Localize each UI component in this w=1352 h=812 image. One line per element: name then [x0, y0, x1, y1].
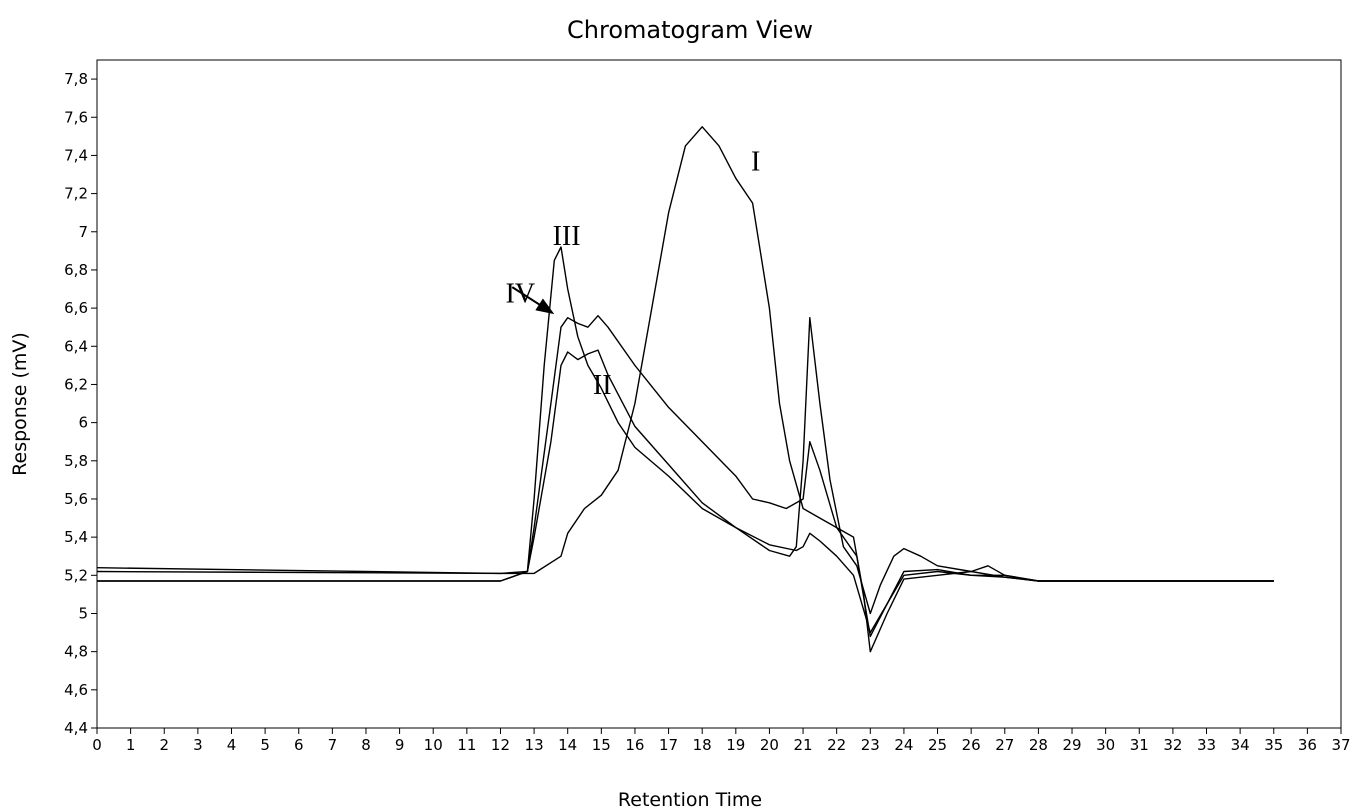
- x-axis: 0 1 2 3 4 5 6 7 8 9 10 11 12 13 14 15 16 17 18 19 20 21 22 23 24…: [92, 728, 1351, 754]
- series-line-iii: [96, 246, 1274, 615]
- series-annotation: II: [593, 370, 612, 401]
- y-tick-label: 6,6: [64, 299, 88, 317]
- series-lines: [96, 126, 1274, 653]
- x-tick-label: 34: [1231, 736, 1250, 754]
- x-tick-label: 37: [1331, 736, 1350, 754]
- x-tick-label: 15: [592, 736, 611, 754]
- y-axis: 4,4 4,6 4,8 5 5,2 5,4 5,6 5,8 6 6,2 6,4 6,6 6,8 7 7,2 7…: [64, 70, 97, 737]
- x-tick-label: 26: [962, 736, 981, 754]
- y-tick-label: 5,6: [64, 490, 88, 508]
- series-line-i: [96, 126, 1274, 653]
- series-annotation: I: [751, 147, 760, 178]
- series-annotation: III: [553, 221, 581, 252]
- y-tick-label: 7,4: [64, 146, 88, 164]
- x-tick-label: 5: [260, 736, 270, 754]
- x-tick-label: 7: [328, 736, 338, 754]
- x-tick-label: 29: [1062, 736, 1081, 754]
- x-tick-label: 25: [928, 736, 947, 754]
- chart-title: Chromatogram View: [567, 16, 813, 44]
- y-tick-label: 6,4: [64, 337, 88, 355]
- y-tick-label: 4,4: [64, 719, 88, 737]
- y-tick-label: 4,6: [64, 681, 88, 699]
- x-tick-label: 31: [1130, 736, 1149, 754]
- x-tick-label: 28: [1029, 736, 1048, 754]
- x-tick-label: 2: [159, 736, 169, 754]
- y-tick-label: 6,8: [64, 261, 88, 279]
- x-tick-label: 27: [995, 736, 1014, 754]
- x-tick-label: 1: [126, 736, 136, 754]
- x-tick-label: 33: [1197, 736, 1216, 754]
- x-tick-label: 10: [424, 736, 443, 754]
- series-line-ii: [97, 349, 1274, 634]
- y-axis-label: Response (mV): [9, 332, 31, 476]
- y-tick-label: 6: [78, 414, 88, 432]
- y-tick-label: 5,8: [64, 452, 88, 470]
- x-tick-label: 14: [558, 736, 577, 754]
- x-tick-label: 9: [395, 736, 405, 754]
- x-tick-label: 18: [693, 736, 712, 754]
- x-tick-label: 24: [894, 736, 913, 754]
- y-tick-label: 5: [78, 604, 88, 622]
- x-tick-label: 35: [1264, 736, 1283, 754]
- x-tick-label: 19: [726, 736, 745, 754]
- x-tick-label: 30: [1096, 736, 1115, 754]
- x-tick-label: 23: [861, 736, 880, 754]
- x-tick-label: 20: [760, 736, 779, 754]
- y-tick-label: 4,8: [64, 643, 88, 661]
- x-tick-label: 6: [294, 736, 304, 754]
- y-tick-label: 5,4: [64, 528, 88, 546]
- x-tick-label: 12: [491, 736, 510, 754]
- x-tick-label: 36: [1298, 736, 1317, 754]
- x-tick-label: 13: [525, 736, 544, 754]
- series-annotation: IV: [506, 278, 536, 309]
- x-tick-label: 0: [92, 736, 102, 754]
- x-tick-label: 3: [193, 736, 203, 754]
- series-line-iv: [97, 315, 1274, 638]
- x-tick-label: 17: [659, 736, 678, 754]
- x-tick-label: 8: [361, 736, 371, 754]
- plot-frame: [96, 59, 1342, 729]
- x-tick-label: 4: [227, 736, 237, 754]
- y-tick-label: 7: [78, 223, 88, 241]
- x-tick-label: 21: [794, 736, 813, 754]
- arrowhead-icon: [535, 298, 555, 315]
- x-axis-label: Retention Time: [618, 789, 762, 811]
- y-tick-label: 7,8: [64, 70, 88, 88]
- x-tick-label: 11: [457, 736, 476, 754]
- x-tick-label: 22: [827, 736, 846, 754]
- y-tick-label: 7,2: [64, 185, 88, 203]
- y-tick-label: 6,2: [64, 375, 88, 393]
- y-tick-label: 5,2: [64, 566, 88, 584]
- x-tick-label: 32: [1163, 736, 1182, 754]
- x-tick-label: 16: [625, 736, 644, 754]
- y-tick-label: 7,6: [64, 108, 88, 126]
